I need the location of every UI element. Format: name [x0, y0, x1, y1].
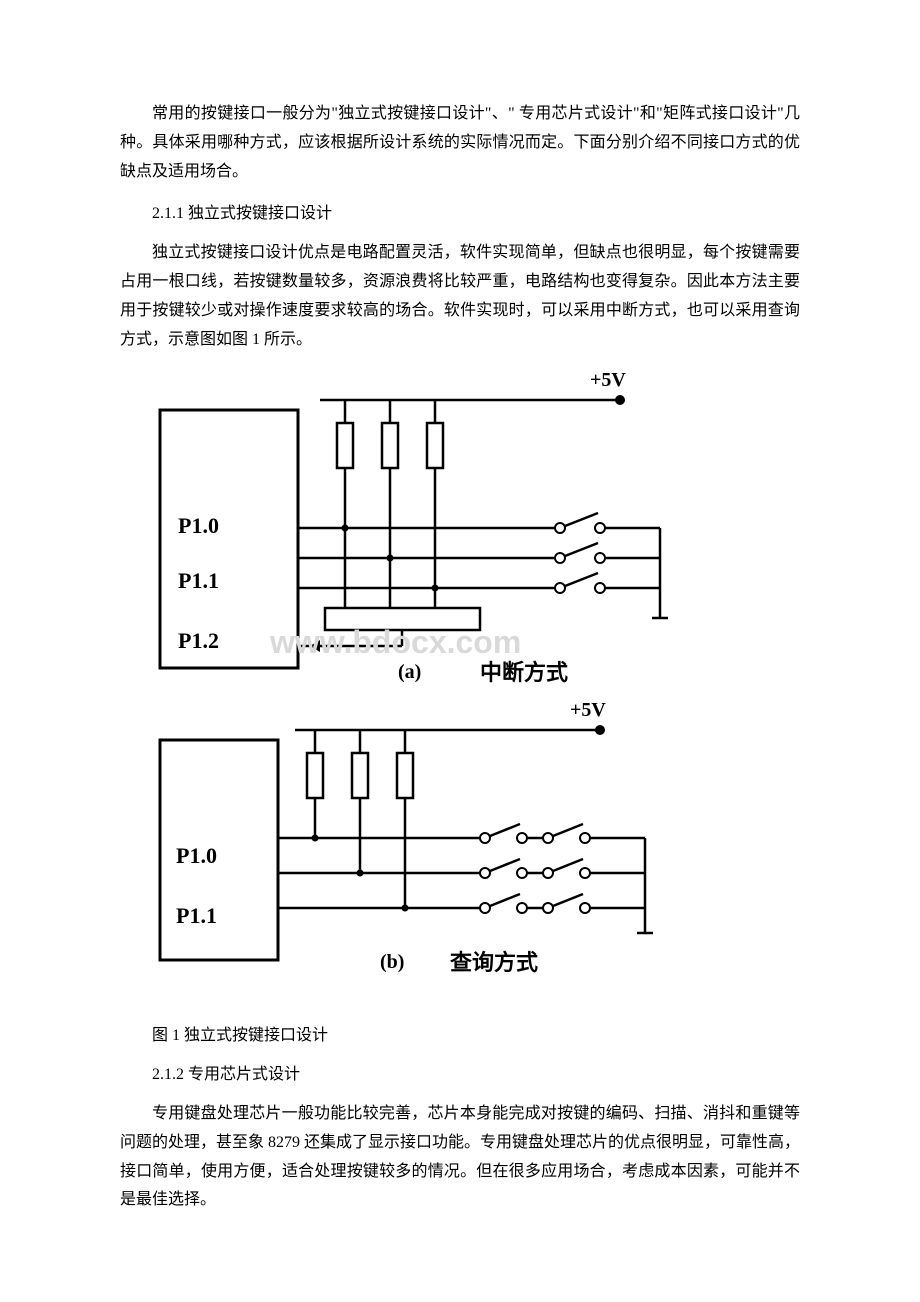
- figure-1: +5V P1.0 P1.1 P1.2: [140, 368, 800, 1008]
- mode-label-b: 查询方式: [450, 950, 538, 975]
- resistor-b-2: [352, 730, 368, 873]
- resistor-b-1: [307, 730, 323, 838]
- switch-b-1a: [480, 824, 527, 843]
- heading-2-1-2: 2.1.2 专用芯片式设计: [120, 1061, 800, 1090]
- subfig-b-label: (b): [380, 951, 404, 973]
- pin-b-0: P1.0: [176, 843, 217, 868]
- switch-a-3: [555, 573, 605, 593]
- heading-2-1-1: 2.1.1 独立式按键接口设计: [120, 200, 800, 229]
- figure-1-diagram: +5V P1.0 P1.1 P1.2: [140, 368, 700, 1008]
- voltage-label-b: +5V: [570, 699, 606, 721]
- section-2-1-2-paragraph: 专用键盘处理芯片一般功能比较完善，芯片本身能完成对按键的编码、扫描、消抖和重键等…: [120, 1100, 800, 1215]
- pin-b-1: P1.1: [176, 903, 217, 928]
- figure-1-caption: 图 1 独立式按键接口设计: [120, 1022, 800, 1051]
- resistor-a-1: [337, 400, 353, 528]
- pin-a-0: P1.0: [178, 513, 219, 538]
- resistor-a-2: [382, 400, 398, 558]
- switch-b-3a: [480, 894, 527, 913]
- section-2-1-1-paragraph: 独立式按键接口设计优点是电路配置灵活，软件实现简单，但缺点也很明显，每个按键需要…: [120, 239, 800, 354]
- watermark-text: www.bdocx.com: [269, 624, 521, 660]
- pin-a-2: P1.2: [178, 628, 219, 653]
- switch-b-1b: [543, 824, 590, 843]
- resistor-b-3: [397, 730, 413, 908]
- pin-a-1: P1.1: [178, 568, 219, 593]
- intro-paragraph: 常用的按键接口一般分为"独立式按键接口设计"、" 专用芯片式设计"和"矩阵式接口…: [120, 100, 800, 186]
- switch-a-1: [555, 513, 605, 533]
- mode-label-a: 中断方式: [480, 660, 568, 685]
- switch-b-2b: [543, 859, 590, 878]
- switch-b-3b: [543, 894, 590, 913]
- voltage-label-a: +5V: [590, 369, 626, 391]
- switch-b-2a: [480, 859, 527, 878]
- switch-a-2: [555, 543, 605, 563]
- resistor-a-3: [427, 400, 443, 588]
- subfig-a-label: (a): [398, 661, 421, 683]
- subfigure-b: +5V P1.0 P1.1: [160, 699, 653, 975]
- subfigure-a: +5V P1.0 P1.1 P1.2: [160, 369, 668, 685]
